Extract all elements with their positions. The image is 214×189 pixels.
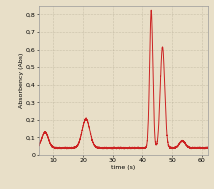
X-axis label: time (s): time (s) (111, 165, 135, 170)
Y-axis label: Absorbency (Abs): Absorbency (Abs) (19, 53, 24, 108)
